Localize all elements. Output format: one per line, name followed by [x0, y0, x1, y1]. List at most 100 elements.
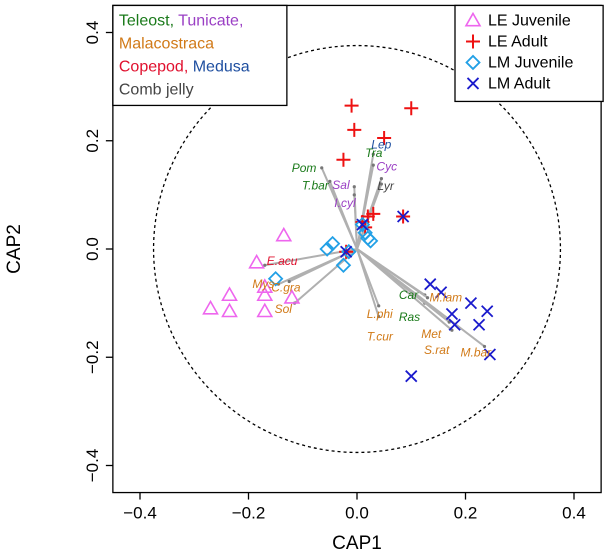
vector-arrow: [356, 248, 453, 331]
group-legend-row: Comb jelly: [119, 81, 194, 98]
series-legend-label: LE Adult: [488, 33, 548, 50]
dashed-circle: [152, 44, 562, 454]
cross-marker: [472, 318, 486, 331]
vector-arrow: [328, 180, 358, 250]
vector-label: M.bar: [460, 345, 492, 359]
vector-label: L.phi: [367, 307, 393, 321]
x-tick-label: 0.2: [454, 504, 478, 523]
x-tick-label: −0.2: [232, 504, 266, 523]
y-axis-title: CAP2: [4, 224, 25, 274]
points-layer: [202, 98, 497, 383]
vector-label: Pom: [292, 161, 317, 175]
vector-label: I.cyl: [334, 196, 356, 210]
diamond-marker: [335, 257, 352, 274]
triangle-marker: [256, 278, 274, 293]
vector-tip: [371, 152, 375, 156]
y-tick-label: 0.4: [83, 21, 102, 45]
y-tick-label: 0.2: [83, 129, 102, 153]
diamond-marker: [324, 235, 341, 252]
vector-label: T.bar: [302, 178, 330, 192]
series-legend-label: LE Juvenile: [488, 12, 571, 29]
plus-marker: [344, 98, 359, 113]
vector-arrow: [356, 248, 486, 348]
group-legend-entry: Comb jelly: [119, 81, 194, 98]
plus-marker: [336, 152, 351, 167]
vector-tip: [379, 177, 384, 181]
triangle-marker: [248, 253, 266, 269]
cross-marker: [396, 210, 410, 223]
vector-label: E.acu: [267, 254, 298, 268]
vector-tip: [352, 193, 356, 197]
group-legend-entry: Copepod,: [119, 58, 188, 75]
reference-layer: [152, 44, 562, 454]
triangle-marker: [221, 286, 238, 302]
vector-label: Lyr: [377, 179, 394, 193]
vector-label: S.rat: [424, 343, 450, 357]
vector-label: Sol: [275, 302, 293, 316]
vector-tip: [425, 296, 430, 300]
vector-label: M.lam: [430, 291, 463, 305]
diamond-marker: [354, 216, 371, 233]
cross-marker: [340, 245, 353, 258]
plus-marker: [377, 131, 392, 146]
x-tick-label: 0.0: [345, 504, 369, 523]
triangle-marker: [256, 302, 274, 318]
plus-marker: [366, 206, 381, 221]
series-legend-box: [454, 4, 604, 103]
cross-marker: [464, 296, 478, 310]
vector-label: Sal: [332, 178, 350, 192]
triangle-marker: [202, 299, 219, 315]
triangle-marker: [221, 302, 238, 318]
cross-marker: [405, 370, 418, 383]
cross-marker: [434, 286, 448, 299]
cross-marker: [481, 305, 494, 318]
vector-tip: [482, 344, 487, 349]
group-legend: Teleost, Tunicate, Malacostraca Copepod, M…: [112, 4, 288, 107]
group-legend-entry: Teleost,: [119, 12, 174, 29]
cross-marker: [448, 318, 461, 331]
vector-tip: [371, 163, 375, 167]
vector-tip: [377, 304, 381, 308]
diamond-marker: [267, 270, 284, 287]
vector-label: Ras: [399, 310, 420, 324]
vector-label: Mys: [252, 277, 274, 291]
series-legend-label: LM Adult: [488, 75, 551, 92]
cross-marker: [445, 307, 459, 321]
plus-marker: [347, 122, 362, 137]
diamond-marker: [465, 54, 481, 71]
vector-label: Met: [421, 327, 442, 341]
vector-tip: [377, 315, 381, 319]
vector-label: C.gra: [271, 280, 301, 294]
vector-label: Cyc: [376, 160, 397, 174]
group-legend-box: [112, 4, 288, 107]
triangle-marker: [464, 11, 482, 27]
group-legend-row: Teleost, Tunicate,: [119, 12, 244, 29]
plus-marker: [466, 34, 480, 49]
cross-marker: [466, 77, 480, 90]
vector-tip: [352, 185, 356, 189]
series-legend-label: LM Juvenile: [488, 54, 573, 71]
y-tick-label: −0.4: [83, 449, 102, 483]
vector-tip: [328, 179, 332, 183]
vector-label: Lep: [371, 137, 391, 151]
x-tick-label: −0.4: [123, 504, 157, 523]
cross-marker: [483, 348, 497, 361]
vector-label: Tra: [365, 146, 382, 160]
group-legend-entry: Medusa: [188, 58, 249, 75]
vector-tip: [263, 263, 267, 267]
group-legend-row: Copepod, Medusa: [119, 58, 250, 75]
y-tick-label: −0.2: [83, 340, 102, 374]
group-legend-entry: Tunicate,: [174, 12, 243, 29]
vector-tip: [320, 166, 324, 170]
x-tick-label: 0.4: [562, 504, 586, 523]
cross-marker: [356, 218, 369, 231]
triangle-marker: [283, 289, 301, 304]
triangle-marker: [256, 286, 274, 302]
vector-tip: [287, 279, 291, 284]
y-tick-label: 0.0: [83, 237, 102, 261]
cross-marker: [424, 278, 437, 291]
vector-label: T.cur: [367, 330, 394, 344]
diamond-marker: [319, 241, 335, 257]
